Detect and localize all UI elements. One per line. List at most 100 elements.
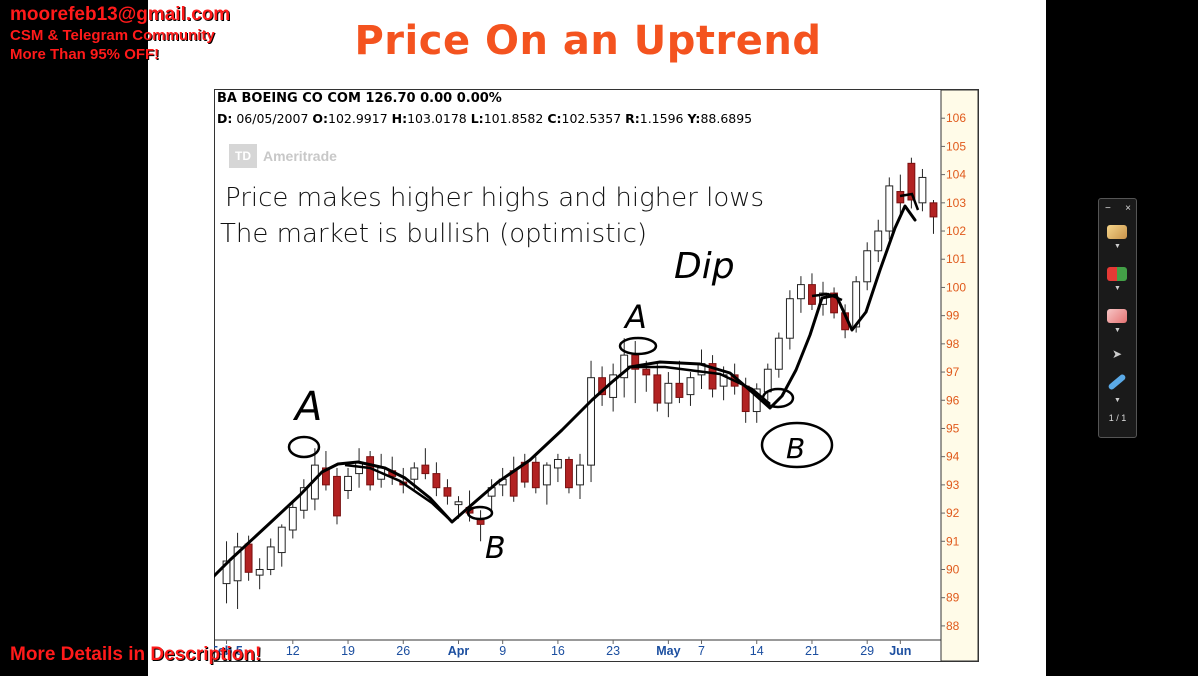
candlestick-chart: 8889909192939495969798991001011021031041… xyxy=(194,89,979,662)
high-value: 103.0178 xyxy=(407,111,471,126)
y-tick-label: 88 xyxy=(946,619,960,633)
high-marker-circle xyxy=(618,336,658,356)
annotation-b-second: B xyxy=(786,432,805,465)
y-tick-label: 91 xyxy=(946,534,960,548)
x-tick-label: 9 xyxy=(499,644,506,658)
candle-body xyxy=(454,501,463,506)
high-label: H: xyxy=(391,111,408,126)
x-tick-label: Apr xyxy=(448,644,470,658)
y-tick-label: 98 xyxy=(946,337,960,351)
x-tick-label: 23 xyxy=(606,644,620,658)
candle-body xyxy=(233,546,242,582)
candle-body xyxy=(675,382,684,398)
chart-area: 88 89 90 91 92 93 94 95 96 97 98 99 100 101 102 103 104 1… xyxy=(194,89,979,662)
y-tick-label: 99 xyxy=(946,309,960,323)
x-tick-label: Jun xyxy=(889,644,911,658)
candle-body xyxy=(432,473,441,489)
candle-body xyxy=(255,568,264,576)
y-tick-label: 105 xyxy=(946,139,966,153)
date-label: D: xyxy=(217,111,233,126)
y-tick-label: 103 xyxy=(946,196,966,210)
candle-body xyxy=(609,374,618,398)
close-icon[interactable]: × xyxy=(1125,203,1131,214)
candle-body xyxy=(708,363,717,390)
y-tick-label: 101 xyxy=(946,252,966,266)
annotation-b-first: B xyxy=(485,531,506,566)
y-tick-label: 90 xyxy=(946,562,960,576)
chevron-down-icon[interactable]: ▼ xyxy=(1114,327,1121,334)
x-tick-label: 19 xyxy=(341,644,355,658)
candle-body xyxy=(266,546,275,570)
candle-body xyxy=(542,464,551,486)
note-bullish: The market is bullish (optimistic) xyxy=(220,219,648,249)
y-value: 88.6895 xyxy=(700,111,753,126)
chevron-down-icon[interactable]: ▼ xyxy=(1114,285,1121,292)
high-marker-hook xyxy=(811,292,843,302)
candle-body xyxy=(763,368,772,393)
candle-body xyxy=(244,543,253,573)
y-tick-label: 92 xyxy=(946,506,960,520)
close-label: C: xyxy=(547,111,562,126)
candle-body xyxy=(587,377,595,466)
candle-body xyxy=(664,382,673,404)
candle-body xyxy=(410,467,419,480)
y-tick-label: 89 xyxy=(946,591,960,605)
ameritrade-logo: TD Ameritrade xyxy=(229,144,337,168)
slide-title: Price On an Uptrend xyxy=(354,18,822,64)
candle-body xyxy=(774,337,783,370)
overlay-discount: More Than 95% OFF! xyxy=(10,46,160,63)
annotation-dip: Dip xyxy=(674,246,735,287)
range-label: R: xyxy=(625,111,640,126)
candle-body xyxy=(653,374,662,404)
candle-body xyxy=(333,475,341,517)
candle-body xyxy=(785,298,794,339)
annotation-toolbar[interactable]: − × ▼ ▼ ▼ ➤ ▼ 1 / 1 xyxy=(1098,198,1137,438)
pen-tool-icon[interactable] xyxy=(1107,225,1127,239)
candle-body xyxy=(366,456,375,486)
candle-body xyxy=(443,487,452,497)
annotation-a-second: A xyxy=(623,298,647,336)
y-axis-panel xyxy=(940,89,979,662)
x-tick-label: 14 xyxy=(750,644,764,658)
overlay-community: CSM & Telegram Community xyxy=(10,27,215,44)
y-tick-label: 95 xyxy=(946,421,960,435)
toolbar-page-indicator: 1 / 1 xyxy=(1108,413,1127,423)
overlay-email: moorefeb13@gmail.com xyxy=(10,4,231,25)
uptrend-pen-line xyxy=(194,204,917,596)
low-marker-circle xyxy=(761,387,795,409)
color-picker-icon[interactable] xyxy=(1107,267,1127,281)
high-marker-hook xyxy=(899,192,920,211)
td-logo-box: TD xyxy=(229,144,257,168)
range-value: 1.1596 xyxy=(639,111,688,126)
annotation-a-first: A xyxy=(292,384,322,430)
chart-frame xyxy=(214,89,979,662)
chevron-down-icon[interactable]: ▼ xyxy=(1114,397,1121,404)
y-tick-label: 106 xyxy=(946,111,966,125)
candle-body xyxy=(885,185,894,232)
x-tick-label: 29 xyxy=(860,644,874,658)
x-tick-label: Feb 5 xyxy=(214,644,243,658)
candle-body xyxy=(907,162,916,201)
eraser-icon[interactable] xyxy=(1107,309,1127,323)
chart-symbol-line: BA BOEING CO COM 126.70 0.00 0.00% xyxy=(217,91,502,106)
chevron-down-icon[interactable]: ▼ xyxy=(1114,243,1121,250)
y-label: Y: xyxy=(687,111,701,126)
highlighter-icon[interactable] xyxy=(1107,373,1127,391)
candle-body xyxy=(222,560,231,585)
pointer-icon[interactable]: ➤ xyxy=(1112,347,1123,361)
y-tick-label: 104 xyxy=(946,168,966,182)
candle-body xyxy=(796,284,805,300)
y-tick-label: 100 xyxy=(946,280,966,294)
y-tick-label: 93 xyxy=(946,478,960,492)
y-tick-label: 94 xyxy=(946,450,960,464)
toolbar-controls: − × xyxy=(1105,203,1131,214)
candle-body xyxy=(553,458,562,469)
candle-body xyxy=(642,368,651,376)
candle-body xyxy=(874,230,883,252)
minimize-icon[interactable]: − xyxy=(1105,203,1111,214)
logo-name: Ameritrade xyxy=(263,148,337,164)
note-higher-highs: Price makes higher highs and higher lows xyxy=(225,183,765,213)
candle-body xyxy=(531,461,540,489)
candle-body xyxy=(929,202,938,218)
candle-body xyxy=(918,176,927,204)
